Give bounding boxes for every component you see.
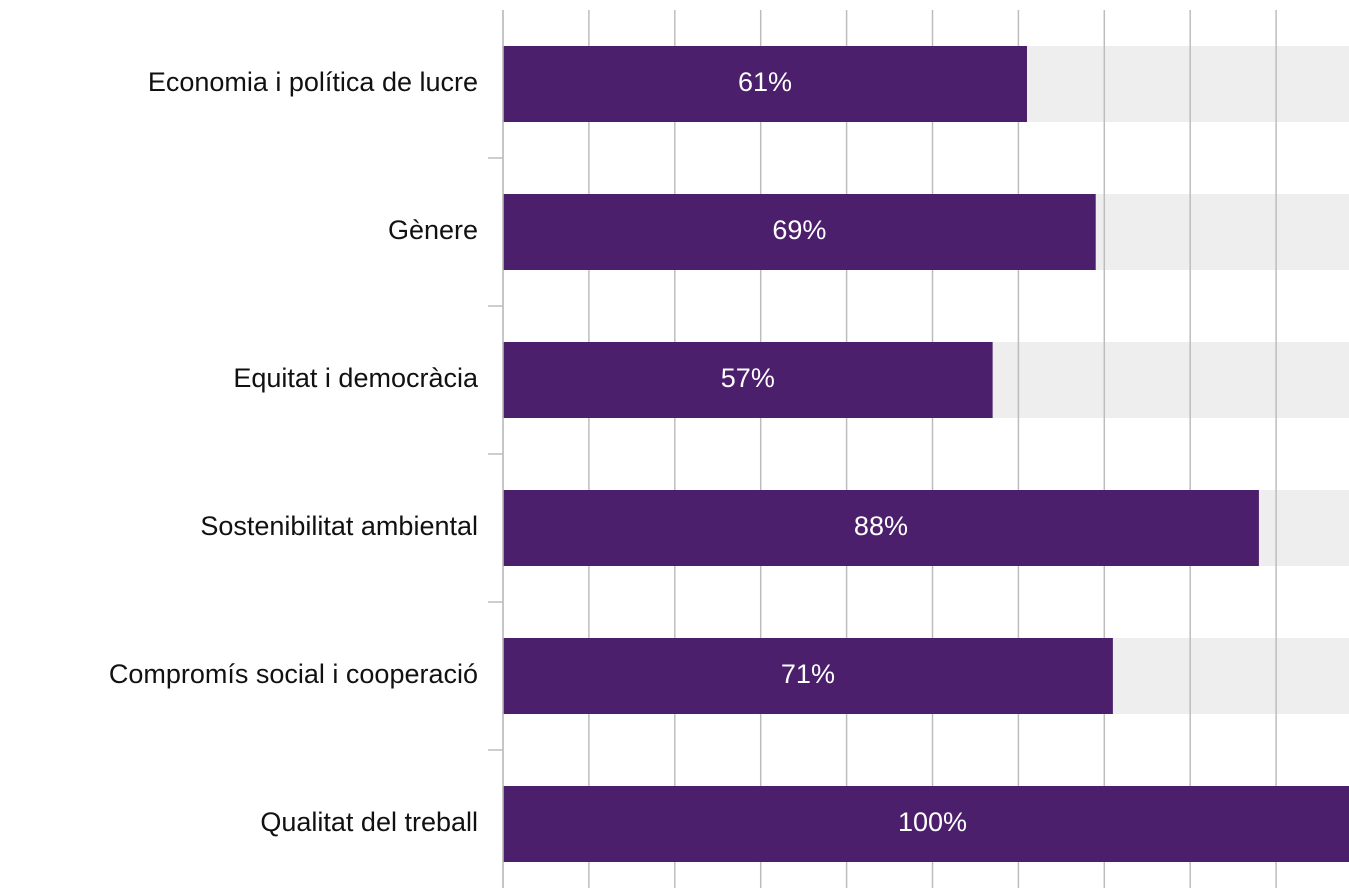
bar — [503, 342, 993, 418]
data-label: 69% — [772, 215, 826, 245]
data-label: 57% — [721, 363, 775, 393]
bar — [503, 786, 1349, 862]
bar — [503, 490, 1259, 566]
y-tick-label: Economia i política de lucre — [148, 67, 478, 97]
bar — [503, 46, 1027, 122]
bar — [503, 194, 1096, 270]
data-label: 100% — [898, 807, 967, 837]
y-tick-label: Gènere — [388, 215, 478, 245]
y-tick-label: Sostenibilitat ambiental — [200, 511, 478, 541]
y-tick-label: Qualitat del treball — [260, 807, 478, 837]
y-tick-label: Compromís social i cooperació — [109, 659, 478, 689]
data-label: 71% — [781, 659, 835, 689]
data-label: 61% — [738, 67, 792, 97]
bar — [503, 638, 1113, 714]
data-label: 88% — [854, 511, 908, 541]
y-tick-label: Equitat i democràcia — [233, 363, 479, 393]
